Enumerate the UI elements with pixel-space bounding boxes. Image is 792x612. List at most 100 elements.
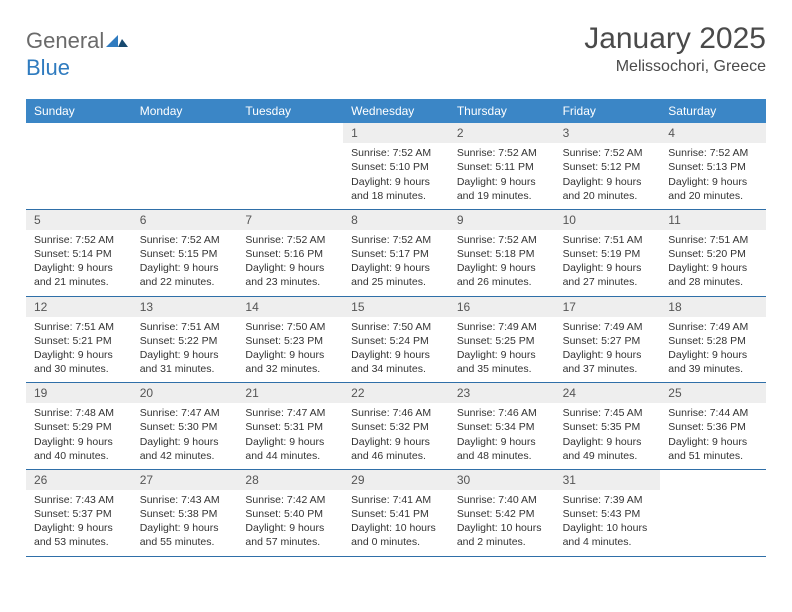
sunrise-text: Sunrise: 7:51 AM [668,233,758,247]
sunset-text: Sunset: 5:36 PM [668,420,758,434]
daylight-text: Daylight: 10 hours and 0 minutes. [351,521,441,549]
daylight-text: Daylight: 9 hours and 57 minutes. [245,521,335,549]
page: GeneralBlue January 2025 Melissochori, G… [0,0,792,557]
daylight-text: Daylight: 9 hours and 22 minutes. [140,261,230,289]
day-cell: 4Sunrise: 7:52 AMSunset: 5:13 PMDaylight… [660,123,766,209]
day-cell [26,123,132,209]
sunset-text: Sunset: 5:23 PM [245,334,335,348]
day-cell [660,470,766,556]
sunset-text: Sunset: 5:21 PM [34,334,124,348]
week-row: 12Sunrise: 7:51 AMSunset: 5:21 PMDayligh… [26,297,766,384]
sunset-text: Sunset: 5:27 PM [563,334,653,348]
day-body: Sunrise: 7:44 AMSunset: 5:36 PMDaylight:… [660,403,766,469]
dow-cell: Monday [132,99,238,123]
day-number: 12 [26,297,132,317]
day-cell: 2Sunrise: 7:52 AMSunset: 5:11 PMDaylight… [449,123,555,209]
daylight-text: Daylight: 9 hours and 39 minutes. [668,348,758,376]
day-cell: 1 Sunrise: 7:52 AMSunset: 5:10 PMDaylight… [343,123,449,209]
sunset-text: Sunset: 5:37 PM [34,507,124,521]
day-body: Sunrise: 7:42 AMSunset: 5:40 PMDaylight:… [237,490,343,556]
daylight-text: Daylight: 9 hours and 35 minutes. [457,348,547,376]
day-number: 25 [660,383,766,403]
sunset-text: Sunset: 5:34 PM [457,420,547,434]
sunrise-text: Sunrise: 7:43 AM [34,493,124,507]
day-body: Sunrise: 7:51 AMSunset: 5:22 PMDaylight:… [132,317,238,383]
sunset-text: Sunset: 5:20 PM [668,247,758,261]
sunset-text: Sunset: 5:43 PM [563,507,653,521]
sunset-text: Sunset: 5:10 PM [351,160,441,174]
day-number: 23 [449,383,555,403]
sunset-text: Sunset: 5:28 PM [668,334,758,348]
day-body: Sunrise: 7:43 AMSunset: 5:37 PMDaylight:… [26,490,132,556]
sunrise-text: Sunrise: 7:52 AM [245,233,335,247]
week-row: 1Sunrise: 7:52 AMSunset: 5:10 PMDaylight… [26,123,766,210]
sunrise-text: Sunrise: 7:52 AM [668,146,758,160]
daylight-text: Daylight: 9 hours and 53 minutes. [34,521,124,549]
day-body: Sunrise: 7:50 AMSunset: 5:23 PMDaylight:… [237,317,343,383]
day-body: Sunrise: 7:51 AMSunset: 5:19 PMDaylight:… [555,230,661,296]
day-number: 22 [343,383,449,403]
daylight-text: Daylight: 9 hours and 31 minutes. [140,348,230,376]
sunrise-text: Sunrise: 7:40 AM [457,493,547,507]
day-number: 2 [449,123,555,143]
day-cell [132,123,238,209]
sunrise-text: Sunrise: 7:39 AM [563,493,653,507]
brand-logo: GeneralBlue [26,22,128,81]
day-body: Sunrise: 7:52 AMSunset: 5:14 PMDaylight:… [26,230,132,296]
day-body: Sunrise: 7:52 AMSunset: 5:17 PMDaylight:… [343,230,449,296]
day-cell: 29Sunrise: 7:41 AMSunset: 5:41 PMDayligh… [343,470,449,556]
day-number: 26 [26,470,132,490]
day-body: Sunrise: 7:52 AMSunset: 5:13 PMDaylight:… [660,143,766,209]
sunrise-text: Sunrise: 7:41 AM [351,493,441,507]
sunrise-text: Sunrise: 7:46 AM [351,406,441,420]
daylight-text: Daylight: 9 hours and 21 minutes. [34,261,124,289]
day-number: 7 [237,210,343,230]
day-number: 3 [555,123,661,143]
day-number: 1 [343,123,449,143]
day-cell: 25Sunrise: 7:44 AMSunset: 5:36 PMDayligh… [660,383,766,469]
day-number: 5 [26,210,132,230]
day-body [26,129,132,138]
day-cell: 23Sunrise: 7:46 AMSunset: 5:34 PMDayligh… [449,383,555,469]
sunrise-text: Sunrise: 7:47 AM [245,406,335,420]
daylight-text: Daylight: 9 hours and 32 minutes. [245,348,335,376]
sunrise-text: Sunrise: 7:49 AM [668,320,758,334]
day-number: 16 [449,297,555,317]
daylight-text: Daylight: 9 hours and 44 minutes. [245,435,335,463]
sunset-text: Sunset: 5:31 PM [245,420,335,434]
sunset-text: Sunset: 5:42 PM [457,507,547,521]
day-number: 17 [555,297,661,317]
location-subtitle: Melissochori, Greece [584,58,766,76]
daylight-text: Daylight: 9 hours and 30 minutes. [34,348,124,376]
day-number: 27 [132,470,238,490]
sunrise-text: Sunrise: 7:42 AM [245,493,335,507]
sunset-text: Sunset: 5:35 PM [563,420,653,434]
day-cell: 9Sunrise: 7:52 AMSunset: 5:18 PMDaylight… [449,210,555,296]
day-number: 10 [555,210,661,230]
sunrise-text: Sunrise: 7:52 AM [351,146,441,160]
daylight-text: Daylight: 9 hours and 18 minutes. [351,175,441,203]
sunrise-text: Sunrise: 7:51 AM [34,320,124,334]
week-row: 26Sunrise: 7:43 AMSunset: 5:37 PMDayligh… [26,470,766,557]
sunrise-text: Sunrise: 7:52 AM [457,146,547,160]
sunset-text: Sunset: 5:17 PM [351,247,441,261]
day-body: Sunrise: 7:47 AMSunset: 5:31 PMDaylight:… [237,403,343,469]
day-cell: 6Sunrise: 7:52 AMSunset: 5:15 PMDaylight… [132,210,238,296]
day-number: 19 [26,383,132,403]
day-body: Sunrise: 7:49 AMSunset: 5:25 PMDaylight:… [449,317,555,383]
daylight-text: Daylight: 10 hours and 4 minutes. [563,521,653,549]
day-body: Sunrise: 7:52 AMSunset: 5:11 PMDaylight:… [449,143,555,209]
day-body: Sunrise: 7:52 AMSunset: 5:18 PMDaylight:… [449,230,555,296]
day-cell: 24Sunrise: 7:45 AMSunset: 5:35 PMDayligh… [555,383,661,469]
sunset-text: Sunset: 5:40 PM [245,507,335,521]
dow-cell: Sunday [26,99,132,123]
daylight-text: Daylight: 9 hours and 48 minutes. [457,435,547,463]
day-body [132,129,238,138]
day-number: 18 [660,297,766,317]
day-number: 31 [555,470,661,490]
day-body: Sunrise: 7:47 AMSunset: 5:30 PMDaylight:… [132,403,238,469]
sunset-text: Sunset: 5:22 PM [140,334,230,348]
daylight-text: Daylight: 9 hours and 42 minutes. [140,435,230,463]
sunset-text: Sunset: 5:25 PM [457,334,547,348]
day-body: Sunrise: 7:46 AMSunset: 5:34 PMDaylight:… [449,403,555,469]
